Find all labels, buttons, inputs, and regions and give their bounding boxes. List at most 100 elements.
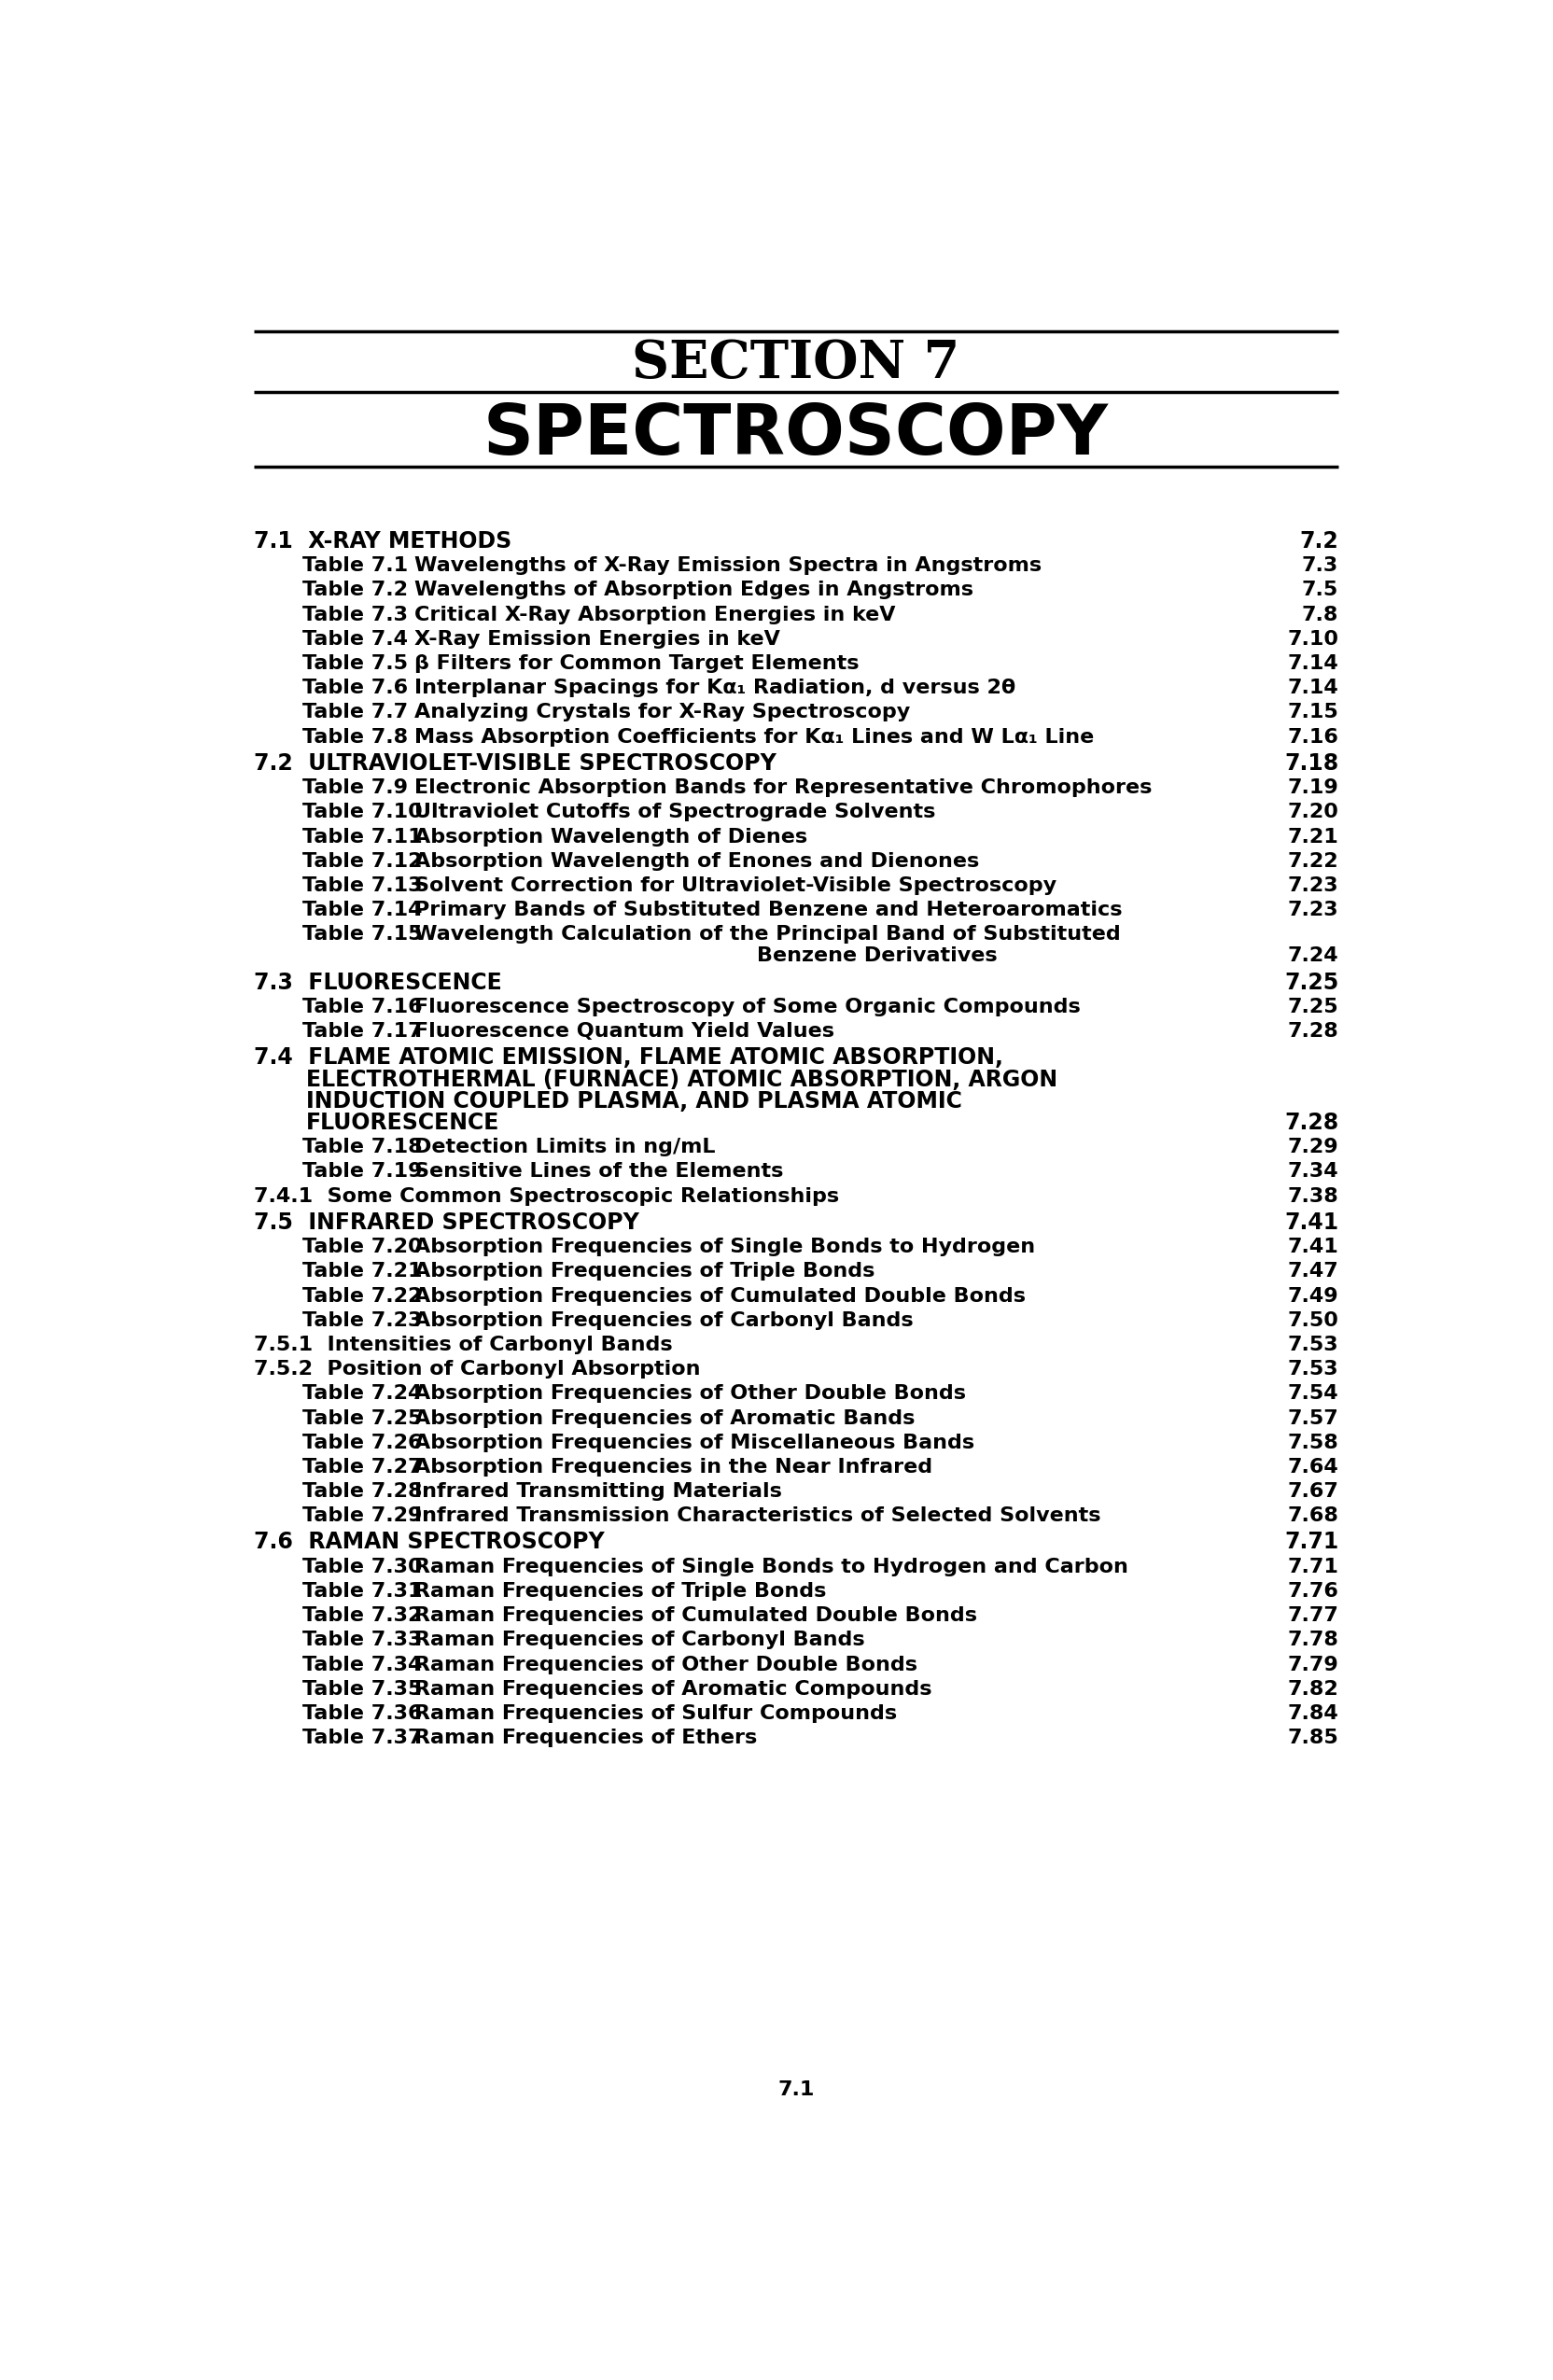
Text: β Filters for Common Target Elements: β Filters for Common Target Elements bbox=[415, 654, 859, 674]
Text: Absorption Frequencies of Aromatic Bands: Absorption Frequencies of Aromatic Bands bbox=[415, 1409, 915, 1428]
Text: 7.77: 7.77 bbox=[1286, 1606, 1337, 1626]
Text: 7.23: 7.23 bbox=[1287, 900, 1337, 919]
Text: 7.28: 7.28 bbox=[1286, 1023, 1337, 1040]
Text: 7.15: 7.15 bbox=[1286, 702, 1337, 721]
Text: 7.76: 7.76 bbox=[1286, 1583, 1337, 1602]
Text: Table 7.22: Table 7.22 bbox=[303, 1288, 422, 1304]
Text: 7.53: 7.53 bbox=[1287, 1359, 1337, 1378]
Text: Fluorescence Quantum Yield Values: Fluorescence Quantum Yield Values bbox=[415, 1023, 834, 1040]
Text: 7.71: 7.71 bbox=[1286, 1557, 1337, 1576]
Text: Wavelengths of X-Ray Emission Spectra in Angstroms: Wavelengths of X-Ray Emission Spectra in… bbox=[415, 557, 1042, 576]
Text: Ultraviolet Cutoffs of Spectrograde Solvents: Ultraviolet Cutoffs of Spectrograde Solv… bbox=[415, 802, 935, 821]
Text: 7.29: 7.29 bbox=[1287, 1138, 1337, 1157]
Text: Absorption Wavelength of Dienes: Absorption Wavelength of Dienes bbox=[415, 828, 808, 847]
Text: Table 7.16: Table 7.16 bbox=[303, 997, 422, 1016]
Text: Table 7.13: Table 7.13 bbox=[303, 876, 422, 895]
Text: Wavelengths of Absorption Edges in Angstroms: Wavelengths of Absorption Edges in Angst… bbox=[415, 581, 974, 600]
Text: Raman Frequencies of Single Bonds to Hydrogen and Carbon: Raman Frequencies of Single Bonds to Hyd… bbox=[415, 1557, 1127, 1576]
Text: 7.41: 7.41 bbox=[1283, 1211, 1337, 1233]
Text: Table 7.35: Table 7.35 bbox=[303, 1680, 422, 1699]
Text: Table 7.20: Table 7.20 bbox=[303, 1238, 422, 1257]
Text: 7.14: 7.14 bbox=[1286, 678, 1337, 697]
Text: 7.22: 7.22 bbox=[1287, 852, 1337, 871]
Text: 7.4  FLAME ATOMIC EMISSION, FLAME ATOMIC ABSORPTION,: 7.4 FLAME ATOMIC EMISSION, FLAME ATOMIC … bbox=[255, 1047, 1003, 1069]
Text: Table 7.14: Table 7.14 bbox=[303, 900, 422, 919]
Text: 7.85: 7.85 bbox=[1286, 1728, 1337, 1747]
Text: Raman Frequencies of Aromatic Compounds: Raman Frequencies of Aromatic Compounds bbox=[415, 1680, 932, 1699]
Text: ELECTROTHERMAL (FURNACE) ATOMIC ABSORPTION, ARGON: ELECTROTHERMAL (FURNACE) ATOMIC ABSORPTI… bbox=[306, 1069, 1058, 1090]
Text: Table 7.4: Table 7.4 bbox=[303, 631, 408, 647]
Text: 7.25: 7.25 bbox=[1283, 971, 1337, 992]
Text: Table 7.24: Table 7.24 bbox=[303, 1385, 422, 1404]
Text: 7.5.2  Position of Carbonyl Absorption: 7.5.2 Position of Carbonyl Absorption bbox=[255, 1359, 700, 1378]
Text: Table 7.21: Table 7.21 bbox=[303, 1261, 422, 1280]
Text: Absorption Frequencies of Triple Bonds: Absorption Frequencies of Triple Bonds bbox=[415, 1261, 874, 1280]
Text: Infrared Transmission Characteristics of Selected Solvents: Infrared Transmission Characteristics of… bbox=[415, 1507, 1101, 1526]
Text: 7.16: 7.16 bbox=[1286, 728, 1337, 747]
Text: Table 7.3: Table 7.3 bbox=[303, 605, 408, 624]
Text: 7.64: 7.64 bbox=[1286, 1457, 1337, 1476]
Text: Table 7.9: Table 7.9 bbox=[303, 778, 408, 797]
Text: Table 7.26: Table 7.26 bbox=[303, 1433, 422, 1452]
Text: Table 7.29: Table 7.29 bbox=[303, 1507, 422, 1526]
Text: Table 7.10: Table 7.10 bbox=[303, 802, 422, 821]
Text: Table 7.5: Table 7.5 bbox=[303, 654, 408, 674]
Text: Detection Limits in ng/mL: Detection Limits in ng/mL bbox=[415, 1138, 716, 1157]
Text: Table 7.8: Table 7.8 bbox=[303, 728, 408, 747]
Text: Absorption Frequencies of Single Bonds to Hydrogen: Absorption Frequencies of Single Bonds t… bbox=[415, 1238, 1034, 1257]
Text: 7.3: 7.3 bbox=[1301, 557, 1337, 576]
Text: Analyzing Crystals for X-Ray Spectroscopy: Analyzing Crystals for X-Ray Spectroscop… bbox=[415, 702, 910, 721]
Text: Raman Frequencies of Sulfur Compounds: Raman Frequencies of Sulfur Compounds bbox=[415, 1704, 898, 1723]
Text: 7.84: 7.84 bbox=[1286, 1704, 1337, 1723]
Text: Sensitive Lines of the Elements: Sensitive Lines of the Elements bbox=[415, 1161, 783, 1180]
Text: Table 7.17: Table 7.17 bbox=[303, 1023, 422, 1040]
Text: Raman Frequencies of Ethers: Raman Frequencies of Ethers bbox=[415, 1728, 758, 1747]
Text: 7.1: 7.1 bbox=[776, 2080, 814, 2099]
Text: Raman Frequencies of Carbonyl Bands: Raman Frequencies of Carbonyl Bands bbox=[415, 1630, 865, 1649]
Text: 7.38: 7.38 bbox=[1286, 1188, 1337, 1207]
Text: Table 7.37: Table 7.37 bbox=[303, 1728, 422, 1747]
Text: Table 7.25: Table 7.25 bbox=[303, 1409, 422, 1428]
Text: 7.49: 7.49 bbox=[1287, 1288, 1337, 1304]
Text: Mass Absorption Coefficients for Kα₁ Lines and W Lα₁ Line: Mass Absorption Coefficients for Kα₁ Lin… bbox=[415, 728, 1093, 747]
Text: Table 7.28: Table 7.28 bbox=[303, 1483, 422, 1502]
Text: Table 7.15: Table 7.15 bbox=[303, 926, 422, 945]
Text: 7.71: 7.71 bbox=[1283, 1530, 1337, 1554]
Text: SPECTROSCOPY: SPECTROSCOPY bbox=[483, 400, 1107, 469]
Text: 7.57: 7.57 bbox=[1286, 1409, 1337, 1428]
Text: 7.10: 7.10 bbox=[1286, 631, 1337, 647]
Text: 7.2  ULTRAVIOLET-VISIBLE SPECTROSCOPY: 7.2 ULTRAVIOLET-VISIBLE SPECTROSCOPY bbox=[255, 752, 776, 774]
Text: 7.4.1  Some Common Spectroscopic Relationships: 7.4.1 Some Common Spectroscopic Relation… bbox=[255, 1188, 839, 1207]
Text: Absorption Frequencies of Miscellaneous Bands: Absorption Frequencies of Miscellaneous … bbox=[415, 1433, 974, 1452]
Text: 7.1  X-RAY METHODS: 7.1 X-RAY METHODS bbox=[255, 531, 512, 552]
Text: 7.79: 7.79 bbox=[1286, 1656, 1337, 1673]
Text: 7.25: 7.25 bbox=[1287, 997, 1337, 1016]
Text: Absorption Wavelength of Enones and Dienones: Absorption Wavelength of Enones and Dien… bbox=[415, 852, 978, 871]
Text: 7.14: 7.14 bbox=[1286, 654, 1337, 674]
Text: Table 7.36: Table 7.36 bbox=[303, 1704, 422, 1723]
Text: Solvent Correction for Ultraviolet-Visible Spectroscopy: Solvent Correction for Ultraviolet-Visib… bbox=[415, 876, 1056, 895]
Text: Table 7.11: Table 7.11 bbox=[303, 828, 422, 847]
Text: Table 7.6: Table 7.6 bbox=[303, 678, 408, 697]
Text: 7.8: 7.8 bbox=[1301, 605, 1337, 624]
Text: Table 7.32: Table 7.32 bbox=[303, 1606, 422, 1626]
Text: Absorption Frequencies in the Near Infrared: Absorption Frequencies in the Near Infra… bbox=[415, 1457, 932, 1476]
Text: X-Ray Emission Energies in keV: X-Ray Emission Energies in keV bbox=[415, 631, 780, 647]
Text: Table 7.19: Table 7.19 bbox=[303, 1161, 422, 1180]
Text: 7.58: 7.58 bbox=[1286, 1433, 1337, 1452]
Text: 7.5.1  Intensities of Carbonyl Bands: 7.5.1 Intensities of Carbonyl Bands bbox=[255, 1335, 672, 1354]
Text: 7.50: 7.50 bbox=[1286, 1311, 1337, 1330]
Text: Table 7.2: Table 7.2 bbox=[303, 581, 408, 600]
Text: Absorption Frequencies of Cumulated Double Bonds: Absorption Frequencies of Cumulated Doub… bbox=[415, 1288, 1025, 1304]
Text: 7.6  RAMAN SPECTROSCOPY: 7.6 RAMAN SPECTROSCOPY bbox=[255, 1530, 604, 1554]
Text: Table 7.12: Table 7.12 bbox=[303, 852, 422, 871]
Text: Table 7.33: Table 7.33 bbox=[303, 1630, 422, 1649]
Text: INDUCTION COUPLED PLASMA, AND PLASMA ATOMIC: INDUCTION COUPLED PLASMA, AND PLASMA ATO… bbox=[306, 1090, 961, 1111]
Text: Raman Frequencies of Cumulated Double Bonds: Raman Frequencies of Cumulated Double Bo… bbox=[415, 1606, 977, 1626]
Text: Table 7.34: Table 7.34 bbox=[303, 1656, 422, 1673]
Text: Electronic Absorption Bands for Representative Chromophores: Electronic Absorption Bands for Represen… bbox=[415, 778, 1152, 797]
Text: Table 7.23: Table 7.23 bbox=[303, 1311, 422, 1330]
Text: 7.53: 7.53 bbox=[1287, 1335, 1337, 1354]
Text: Fluorescence Spectroscopy of Some Organic Compounds: Fluorescence Spectroscopy of Some Organi… bbox=[415, 997, 1081, 1016]
Text: 7.24: 7.24 bbox=[1287, 947, 1337, 966]
